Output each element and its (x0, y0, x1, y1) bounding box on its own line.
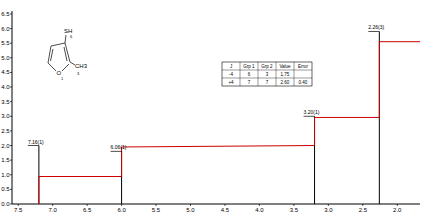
table-header: Grp 2 (261, 64, 273, 69)
y-tick (10, 145, 12, 146)
bond (48, 63, 56, 71)
x-tick-label: 5.0 (186, 207, 195, 213)
x-tick (156, 204, 157, 206)
x-tick (397, 204, 398, 206)
bond (51, 43, 65, 46)
x-tick (362, 204, 363, 206)
y-tick (10, 57, 12, 58)
table-cell: 3 (266, 72, 269, 77)
y-tick-label: 2.5 (1, 128, 10, 134)
peak-label-line (111, 151, 122, 152)
y-tick (10, 189, 12, 190)
table-rule (222, 70, 312, 71)
peak-label-line (304, 116, 315, 117)
y-tick (10, 130, 12, 131)
bond (62, 64, 69, 71)
structure-label: O (57, 70, 62, 76)
y-tick (10, 116, 12, 117)
peak-label: 6.06(1) (111, 144, 127, 150)
x-axis (12, 204, 420, 205)
x-tick-label: 2.0 (393, 207, 402, 213)
y-tick (10, 72, 12, 73)
table-rule (222, 78, 312, 79)
y-tick (10, 101, 12, 102)
x-tick-label: 6.5 (83, 207, 92, 213)
y-tick-label: 5.5 (1, 40, 10, 46)
table-cell: 7 (248, 80, 251, 85)
y-tick-label: 6.0 (1, 26, 10, 32)
y-tick-label: 1.5 (1, 157, 10, 163)
structure-label: 6 (70, 34, 73, 39)
peak-label-line (28, 145, 39, 146)
table-header: Value (279, 64, 291, 69)
y-tick (10, 43, 12, 44)
peak-label: 2.26(3) (368, 24, 384, 30)
x-tick (224, 204, 225, 206)
bond (65, 35, 66, 43)
table-rule (276, 62, 277, 86)
y-tick-label: 6.5 (1, 11, 10, 17)
table-frame (222, 62, 312, 86)
x-tick-label: 3.0 (324, 207, 333, 213)
peak-label-line (368, 31, 379, 32)
x-tick-label: 3.5 (290, 207, 299, 213)
y-tick-label: 4.0 (1, 84, 10, 90)
x-tick (18, 204, 19, 206)
bond (65, 43, 70, 62)
table-cell: 0.40 (299, 80, 308, 85)
y-tick-label: 1.0 (1, 172, 10, 178)
y-tick-label: 5.0 (1, 55, 10, 61)
y-tick-label: 4.5 (1, 69, 10, 75)
x-tick-label: 7.0 (48, 207, 57, 213)
y-tick-label: 0.5 (1, 186, 10, 192)
table-rule (240, 62, 241, 86)
table-cell: +4 (228, 80, 234, 85)
y-tick (10, 13, 12, 14)
x-tick (293, 204, 294, 206)
y-tick (10, 87, 12, 88)
y-tick-label: 3.5 (1, 99, 10, 105)
structure-label: 1 (61, 76, 64, 81)
x-tick (328, 204, 329, 206)
y-tick (10, 174, 12, 175)
table-cell: 1.75 (281, 72, 290, 77)
bond (51, 49, 54, 61)
chart: 7.5 7.0 6.5 6.0 5.5 5.0 4.5 4.0 3.5 3.0 2.5 2.0 0.0 0… (0, 0, 425, 214)
x-tick-label: 4.5 (221, 207, 230, 213)
x-tick-label: 5.5 (152, 207, 161, 213)
y-tick-label: 3.0 (1, 113, 10, 119)
x-tick (121, 204, 122, 206)
y-tick (10, 28, 12, 29)
bond (64, 47, 67, 61)
x-tick (259, 204, 260, 206)
x-tick-label: 7.5 (14, 207, 23, 213)
x-tick-label: 4.0 (255, 207, 264, 213)
table-cell: 2.60 (281, 80, 290, 85)
table-header: Error (298, 64, 309, 69)
x-tick (52, 204, 53, 206)
structure-label: 3 (77, 71, 80, 76)
table-cell: -4 (229, 72, 233, 77)
table-header: Grp 1 (243, 64, 255, 69)
table-rule (258, 62, 259, 86)
structure (48, 35, 75, 71)
x-tick (190, 204, 191, 206)
background (0, 0, 425, 214)
plot-area (39, 31, 420, 204)
x-tick-label: 2.5 (359, 207, 368, 213)
y-tick (10, 204, 12, 205)
table-cell: 7 (266, 80, 269, 85)
table-rule (294, 62, 295, 86)
y-tick (10, 160, 12, 161)
peak-label: 7.16(1) (28, 139, 44, 145)
y-tick-label: 2.0 (1, 143, 10, 149)
structure-label: CH3 (75, 63, 88, 69)
table-header: J (230, 64, 232, 69)
table-cell: 6 (248, 72, 251, 77)
peak-label: 3.20(1) (304, 109, 320, 115)
integration-curve (39, 42, 420, 204)
y-tick-label: 0.0 (1, 201, 10, 207)
x-tick (87, 204, 88, 206)
x-tick-label: 6.0 (117, 207, 126, 213)
